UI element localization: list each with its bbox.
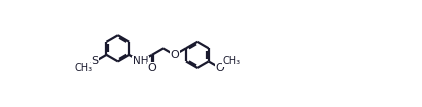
Text: O: O [170,50,179,60]
Text: NH: NH [133,56,148,66]
Text: O: O [148,63,156,73]
Text: CH₃: CH₃ [75,63,93,73]
Text: S: S [92,56,99,66]
Text: CH₃: CH₃ [222,56,241,66]
Text: O: O [216,63,225,73]
